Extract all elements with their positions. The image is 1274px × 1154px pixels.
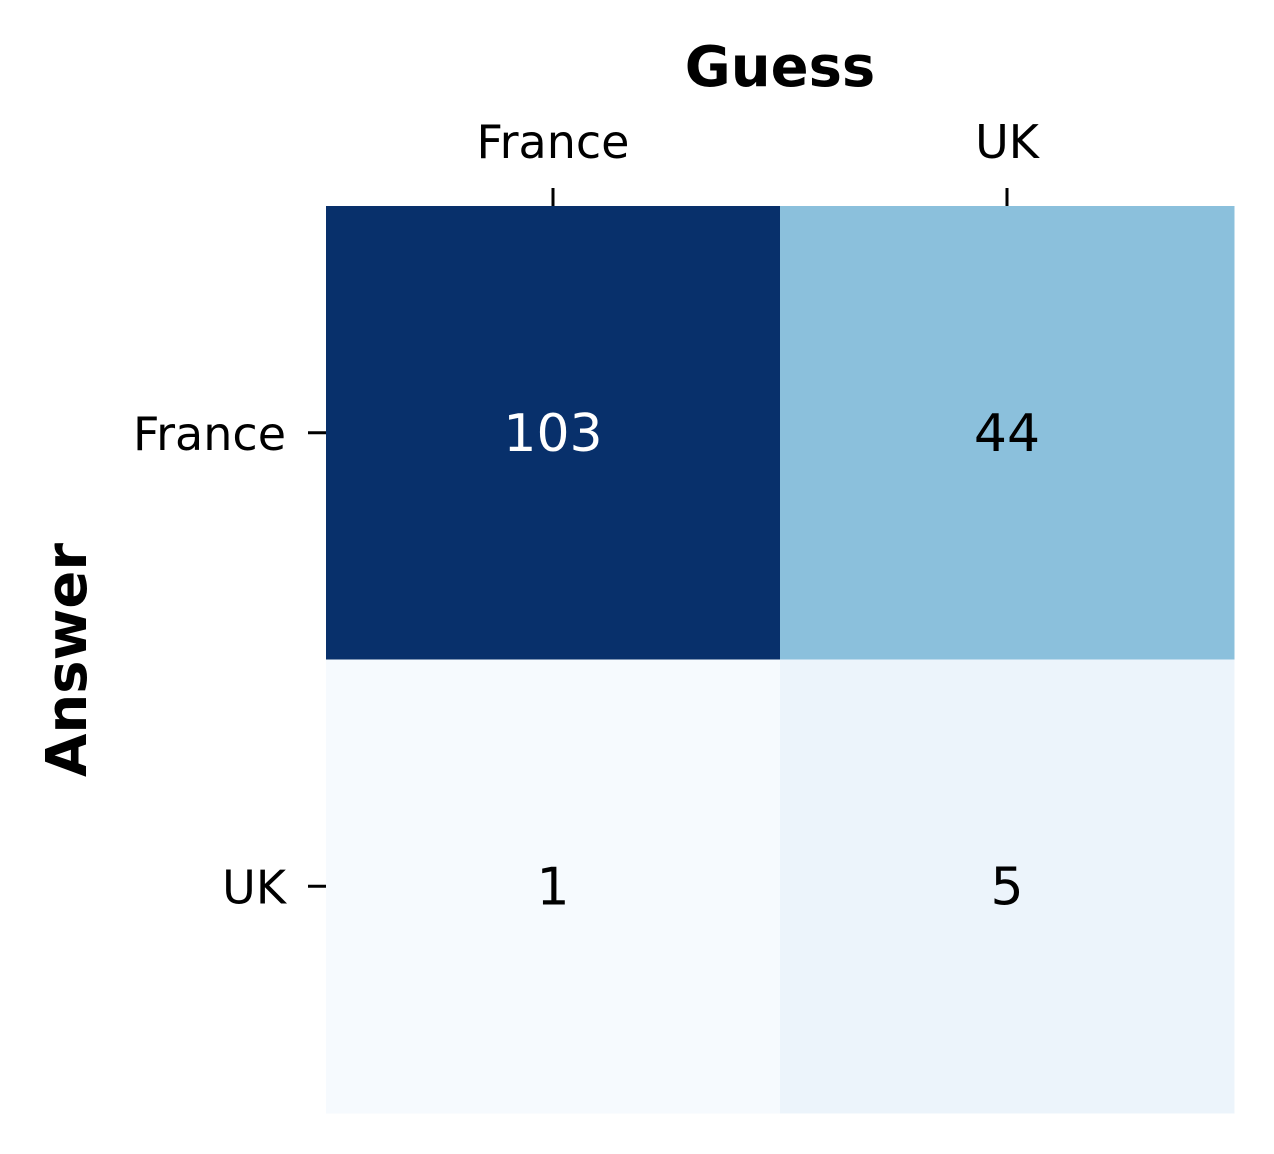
heatmap-cell	[780, 206, 1235, 660]
heatmap-cell	[326, 659, 781, 1114]
heatmap-cell	[326, 206, 781, 660]
y-tick-label: UK	[222, 860, 288, 914]
cell-value-label: 1	[536, 857, 569, 917]
y-tick-label: France	[133, 407, 286, 461]
y-axis-title: Answer	[35, 543, 100, 777]
cell-value-label: 44	[974, 404, 1040, 464]
cell-value-label: 5	[990, 857, 1023, 917]
x-tick-label: UK	[975, 115, 1041, 169]
heatmap-cells: 103 44 1 5	[326, 206, 1235, 1114]
heatmap-cell	[780, 659, 1235, 1114]
axis-ticks: France UK France UK	[133, 115, 1041, 914]
x-tick-label: France	[477, 115, 630, 169]
cell-value-label: 103	[503, 404, 602, 464]
x-axis-title: Guess	[685, 35, 875, 100]
